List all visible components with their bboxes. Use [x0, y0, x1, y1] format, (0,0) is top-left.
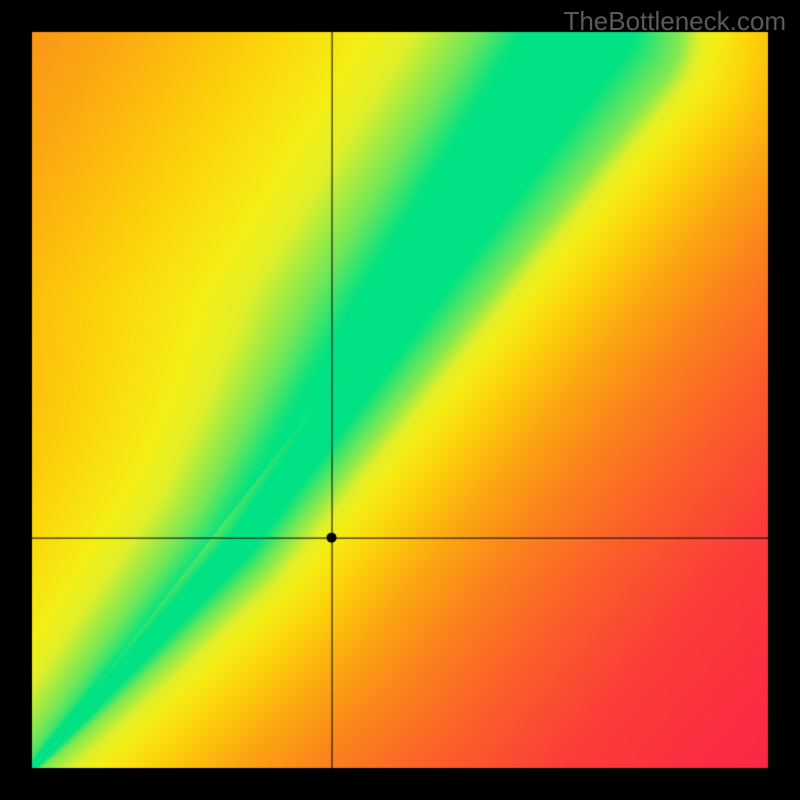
bottleneck-heatmap [0, 0, 800, 800]
watermark-text: TheBottleneck.com [563, 6, 786, 37]
